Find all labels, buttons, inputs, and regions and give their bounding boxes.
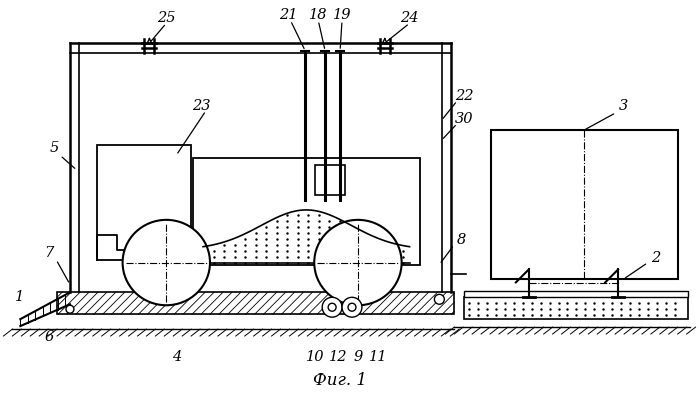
Bar <box>193 158 419 264</box>
Bar <box>96 145 191 260</box>
Ellipse shape <box>315 220 402 305</box>
Bar <box>464 291 688 297</box>
Text: 21: 21 <box>279 8 298 22</box>
Text: 30: 30 <box>455 112 473 125</box>
Text: 22: 22 <box>455 89 473 103</box>
Bar <box>464 297 688 319</box>
Text: 7: 7 <box>45 246 54 260</box>
Text: 6: 6 <box>45 330 54 344</box>
Text: 5: 5 <box>50 141 59 155</box>
Circle shape <box>434 294 445 304</box>
Text: 23: 23 <box>192 98 210 113</box>
Circle shape <box>342 297 362 317</box>
Circle shape <box>66 305 74 313</box>
Circle shape <box>328 303 336 311</box>
Bar <box>491 131 678 279</box>
Text: 2: 2 <box>651 251 661 264</box>
Circle shape <box>322 297 342 317</box>
Text: 19: 19 <box>333 8 352 22</box>
Text: 3: 3 <box>619 98 628 113</box>
Text: 9: 9 <box>353 350 363 364</box>
Text: 25: 25 <box>157 11 175 25</box>
Text: 1: 1 <box>15 290 24 304</box>
Ellipse shape <box>122 220 210 305</box>
Text: 18: 18 <box>309 8 327 22</box>
Text: 12: 12 <box>329 350 347 364</box>
Text: 4: 4 <box>171 350 181 364</box>
Circle shape <box>348 303 356 311</box>
Text: 8: 8 <box>456 233 466 247</box>
Bar <box>57 292 454 314</box>
Bar <box>315 165 345 195</box>
Text: 24: 24 <box>401 11 419 25</box>
Text: 10: 10 <box>306 350 324 364</box>
Text: 11: 11 <box>368 350 387 364</box>
Text: Фиг. 1: Фиг. 1 <box>313 372 367 389</box>
